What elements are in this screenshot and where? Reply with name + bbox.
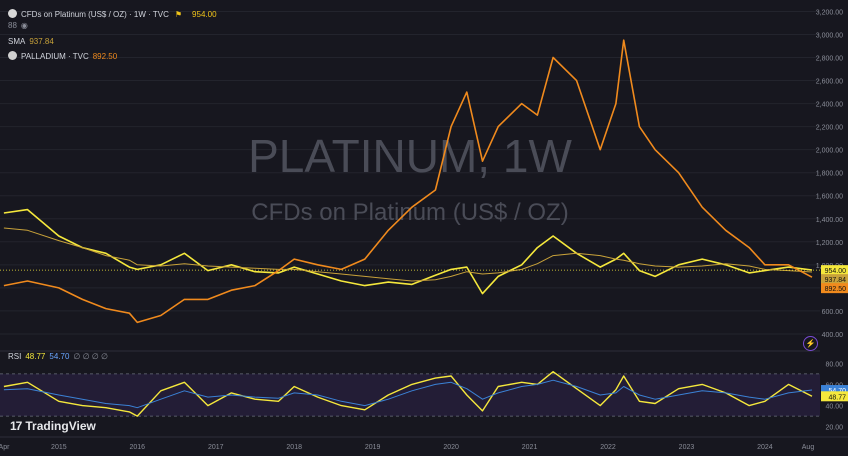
price-tick-label: 1,200.00 (816, 240, 843, 247)
time-tick-label: 2017 (208, 444, 224, 451)
rsi-band-fill (0, 373, 820, 417)
rsi-legend[interactable]: RSI 48.77 54.70 ∅ ∅ ∅ ∅ (8, 352, 108, 362)
price-tag-platinum (821, 265, 848, 276)
time-tick-label: 2018 (286, 444, 302, 451)
time-tick-label: 2021 (522, 444, 538, 451)
time-tick-label: 2022 (600, 444, 616, 451)
symbol-header[interactable]: CFDs on Platinum (US$ / OZ) · 1W · TVC ⚑ 9… (8, 9, 217, 20)
rsi-tag-rsi (821, 391, 848, 402)
rsi-extras: ∅ ∅ ∅ ∅ (73, 352, 108, 361)
time-axis[interactable]: Apr 2015 2016 2017 2018 2019 2020 2021 2022 2023 2… (0, 444, 814, 451)
rsi-tag-rsi-ma (821, 385, 848, 396)
price-tick-label: 2,800.00 (816, 56, 843, 63)
price-tick-label: 2,600.00 (816, 79, 843, 86)
time-tick-label: Aug (802, 444, 815, 451)
platinum-symbol-icon (8, 9, 17, 18)
time-tick-label: Apr (0, 444, 10, 451)
price-tag-palladium (821, 283, 848, 294)
series-line-rsi-ma (3, 379, 813, 409)
series-line-sma (3, 227, 813, 282)
series-line-palladium (3, 39, 813, 324)
rsi-ma-value: 54.70 (49, 352, 70, 361)
time-tick-label: 2019 (365, 444, 381, 451)
sma-value: 937.84 (29, 37, 54, 46)
price-tag-text: 954.00 (825, 268, 847, 275)
rsi-tick-label: 40.00 (825, 404, 843, 411)
price-tick-label: 2,400.00 (816, 102, 843, 109)
symbol-title: CFDs on Platinum (US$ / OZ) · 1W · TVC (21, 10, 169, 19)
series-line-platinum (3, 208, 813, 295)
price-tick-label: 2,200.00 (816, 125, 843, 132)
price-tick-label: 1,600.00 (816, 194, 843, 201)
palladium-symbol-icon (8, 51, 17, 60)
tradingview-mark-icon: 17 (10, 419, 22, 433)
rsi-tag-text: 48.77 (828, 394, 846, 401)
price-tick-label: 1,400.00 (816, 217, 843, 224)
rsi-label: RSI (8, 352, 22, 361)
series-layer (0, 39, 820, 417)
price-tick-label: 3,200.00 (816, 9, 843, 16)
rsi-band (0, 373, 820, 417)
price-axis[interactable]: 3,200.00 3,000.00 2,800.00 2,600.00 2,400.00… (816, 9, 848, 339)
lightning-icon[interactable]: ⚡ (803, 336, 818, 351)
time-tick-label: 2016 (130, 444, 146, 451)
overlay-value: 892.50 (92, 52, 118, 61)
visibility-row[interactable]: 88 ◉ (8, 21, 28, 31)
overlay-label: PALLADIUM · TVC (21, 52, 89, 61)
price-tick-label: 3,000.00 (816, 32, 843, 39)
time-tick-label: 2023 (679, 444, 695, 451)
price-tag-text: 892.50 (825, 286, 847, 293)
sma-label: SMA (8, 37, 26, 46)
sma-legend[interactable]: SMA 937.84 (8, 37, 54, 47)
price-tick-label: 1,800.00 (816, 171, 843, 178)
price-tick-label: 2,000.00 (816, 148, 843, 155)
price-grid (0, 10, 820, 335)
time-tick-label: 2015 (51, 444, 67, 451)
price-tag-sma (821, 274, 848, 285)
price-tag-text: 937.84 (825, 277, 847, 284)
price-tick-label: 400.00 (822, 332, 844, 339)
volume-toggle-label: 88 (8, 21, 17, 30)
time-tick-label: 2020 (443, 444, 459, 451)
logo-text: TradingView (25, 419, 96, 433)
flag-icon: ⚑ (174, 10, 183, 19)
watermark-subtitle: CFDs on Platinum (US$ / OZ) (251, 199, 568, 226)
time-tick-label: 2024 (757, 444, 773, 451)
last-price: 954.00 (192, 10, 217, 19)
rsi-tick-label: 20.00 (825, 425, 843, 432)
price-tick-label: 600.00 (822, 309, 844, 316)
overlay-legend[interactable]: PALLADIUM · TVC 892.50 (8, 51, 117, 62)
eye-icon[interactable]: ◉ (20, 21, 28, 30)
rsi-tick-label: 80.00 (825, 361, 843, 368)
tradingview-logo[interactable]: 17 TradingView (10, 419, 96, 433)
watermark-title: PLATINUM, 1W (248, 130, 572, 182)
rsi-value: 48.77 (25, 352, 46, 361)
